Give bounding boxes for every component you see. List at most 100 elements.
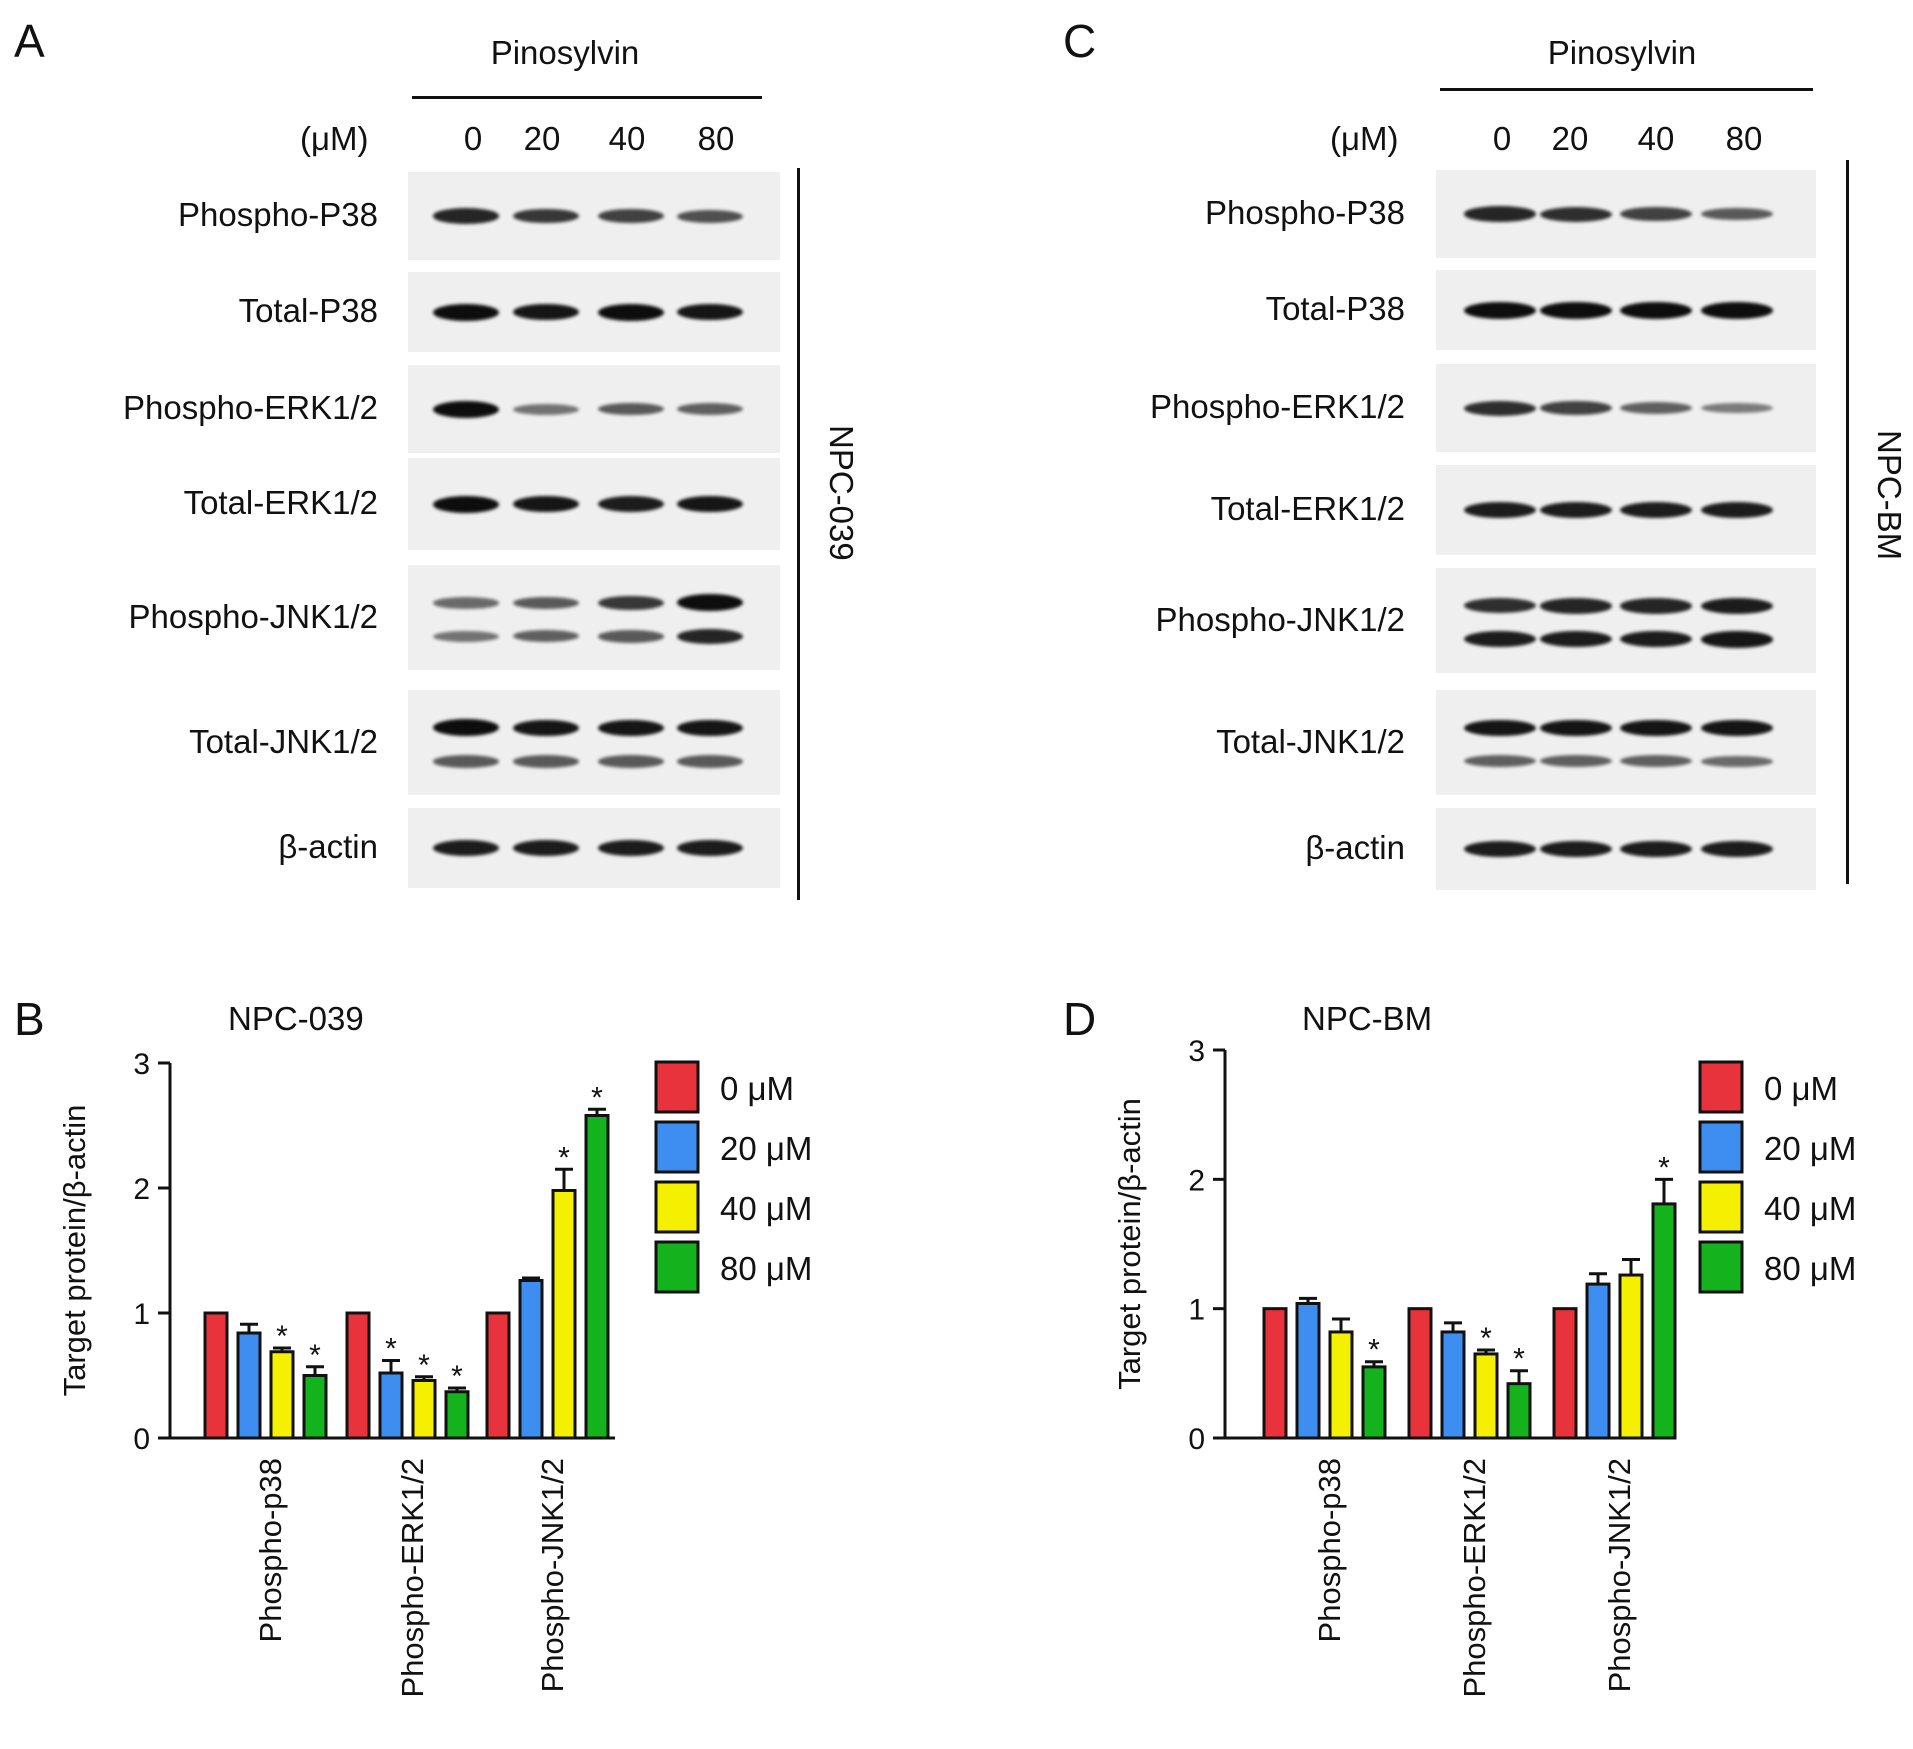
y-axis-label: Target protein/β-actin [57, 1105, 92, 1397]
protein-band [677, 403, 743, 415]
blot-row-label: Phospho-P38 [1205, 194, 1405, 231]
chart-title: NPC-BM [1302, 1000, 1432, 1037]
bar [203, 1311, 229, 1440]
protein-band [433, 755, 499, 768]
blot-row-label: Total-JNK1/2 [189, 722, 378, 760]
bar [518, 1279, 544, 1440]
blot-strip [408, 172, 780, 260]
dose-label-c-0: 0 [1492, 120, 1512, 157]
protein-band [1620, 598, 1692, 614]
blot-strip [408, 458, 780, 550]
legend-label: 0 μM [720, 1070, 794, 1107]
blot-row-label: Total-P38 [1265, 290, 1405, 327]
protein-band [1464, 755, 1536, 768]
category-label: Phospho-JNK1/2 [1602, 1458, 1637, 1692]
y-tick-label: 0 [133, 1423, 150, 1456]
category-label: Phospho-JNK1/2 [535, 1458, 570, 1692]
protein-band [1620, 841, 1692, 857]
protein-band [677, 594, 743, 612]
protein-band [433, 400, 499, 418]
blot-strip [1436, 808, 1816, 890]
protein-band [1701, 207, 1773, 221]
blot-strip [408, 365, 780, 453]
concentration-label-a: (μM) [300, 120, 369, 157]
protein-band [513, 495, 579, 513]
y-tick-label: 2 [133, 1173, 150, 1206]
category-label: Phospho-ERK1/2 [1457, 1458, 1492, 1698]
significance-marker: * [309, 1339, 321, 1372]
significance-marker: * [451, 1360, 463, 1393]
protein-band [1620, 207, 1692, 221]
blot-strip [408, 565, 780, 670]
legend-label: 40 μM [720, 1190, 812, 1227]
blot-row-label: Total-ERK1/2 [1210, 490, 1405, 527]
bar [485, 1311, 511, 1440]
bar [1361, 1365, 1387, 1440]
protein-band [1620, 631, 1692, 648]
y-tick-label: 1 [1188, 1294, 1205, 1327]
protein-band [513, 403, 579, 415]
bar [411, 1379, 437, 1440]
protein-band [1464, 502, 1536, 518]
dose-label-c-80: 80 [1725, 120, 1763, 157]
protein-band [433, 303, 499, 321]
blot-row-label: Total-P38 [238, 292, 378, 329]
bar [1506, 1382, 1532, 1440]
significance-marker: * [1480, 1322, 1492, 1355]
protein-band [513, 755, 579, 768]
blot-row-label: Phospho-ERK1/2 [1150, 388, 1405, 425]
category-label: Phospho-ERK1/2 [395, 1458, 430, 1698]
category-label: Phospho-p38 [253, 1458, 288, 1642]
dose-label-a-0: 0 [463, 120, 483, 157]
protein-band [598, 755, 664, 768]
bar [551, 1189, 577, 1440]
protein-band [1701, 841, 1773, 857]
protein-band [598, 402, 664, 416]
protein-band [433, 597, 499, 609]
bar [1407, 1307, 1433, 1440]
protein-band [677, 840, 743, 856]
blot-row-label: Phospho-JNK1/2 [1155, 600, 1405, 638]
protein-band [598, 496, 664, 512]
blot-strip [408, 690, 780, 795]
y-tick-label: 1 [133, 1298, 150, 1331]
protein-band [598, 209, 664, 223]
protein-band [1540, 206, 1612, 222]
significance-marker: * [418, 1349, 430, 1382]
protein-band [1620, 719, 1692, 737]
protein-band [1701, 402, 1773, 414]
panel-letter-c: C [1063, 15, 1097, 67]
bar [1440, 1330, 1466, 1440]
protein-band [1540, 719, 1612, 737]
protein-band [1540, 401, 1612, 415]
concentration-label-c: (μM) [1330, 120, 1399, 157]
y-axis-label: Target protein/β-actin [1112, 1098, 1147, 1390]
cell-line-label-c: NPC-BM [1871, 430, 1908, 561]
blot-row-label: β-actin [1305, 829, 1405, 866]
bar [584, 1114, 610, 1440]
protein-band [1464, 598, 1536, 614]
category-label: Phospho-p38 [1312, 1458, 1347, 1642]
dose-label-c-20: 20 [1551, 120, 1589, 157]
protein-band [1464, 206, 1536, 222]
bar [1328, 1330, 1354, 1440]
bar [269, 1350, 295, 1440]
y-tick-label: 3 [1188, 1035, 1205, 1068]
significance-marker: * [1513, 1343, 1525, 1376]
cell-line-bracket-a [797, 168, 800, 900]
protein-band [433, 719, 499, 737]
protein-band [433, 208, 499, 224]
bar [1585, 1282, 1611, 1440]
legend-swatch [1698, 1240, 1744, 1294]
dose-label-a-20: 20 [523, 120, 561, 157]
legend-label: 80 μM [1764, 1250, 1856, 1287]
protein-band [1464, 400, 1536, 416]
legend-label: 40 μM [1764, 1190, 1856, 1227]
panel-letter-a: A [14, 15, 45, 67]
protein-band [433, 630, 499, 642]
dose-label-c-40: 40 [1637, 120, 1675, 157]
bar [236, 1331, 262, 1440]
legend-label: 0 μM [1764, 1070, 1838, 1107]
blot-strip [408, 808, 780, 888]
protein-band [433, 840, 499, 856]
